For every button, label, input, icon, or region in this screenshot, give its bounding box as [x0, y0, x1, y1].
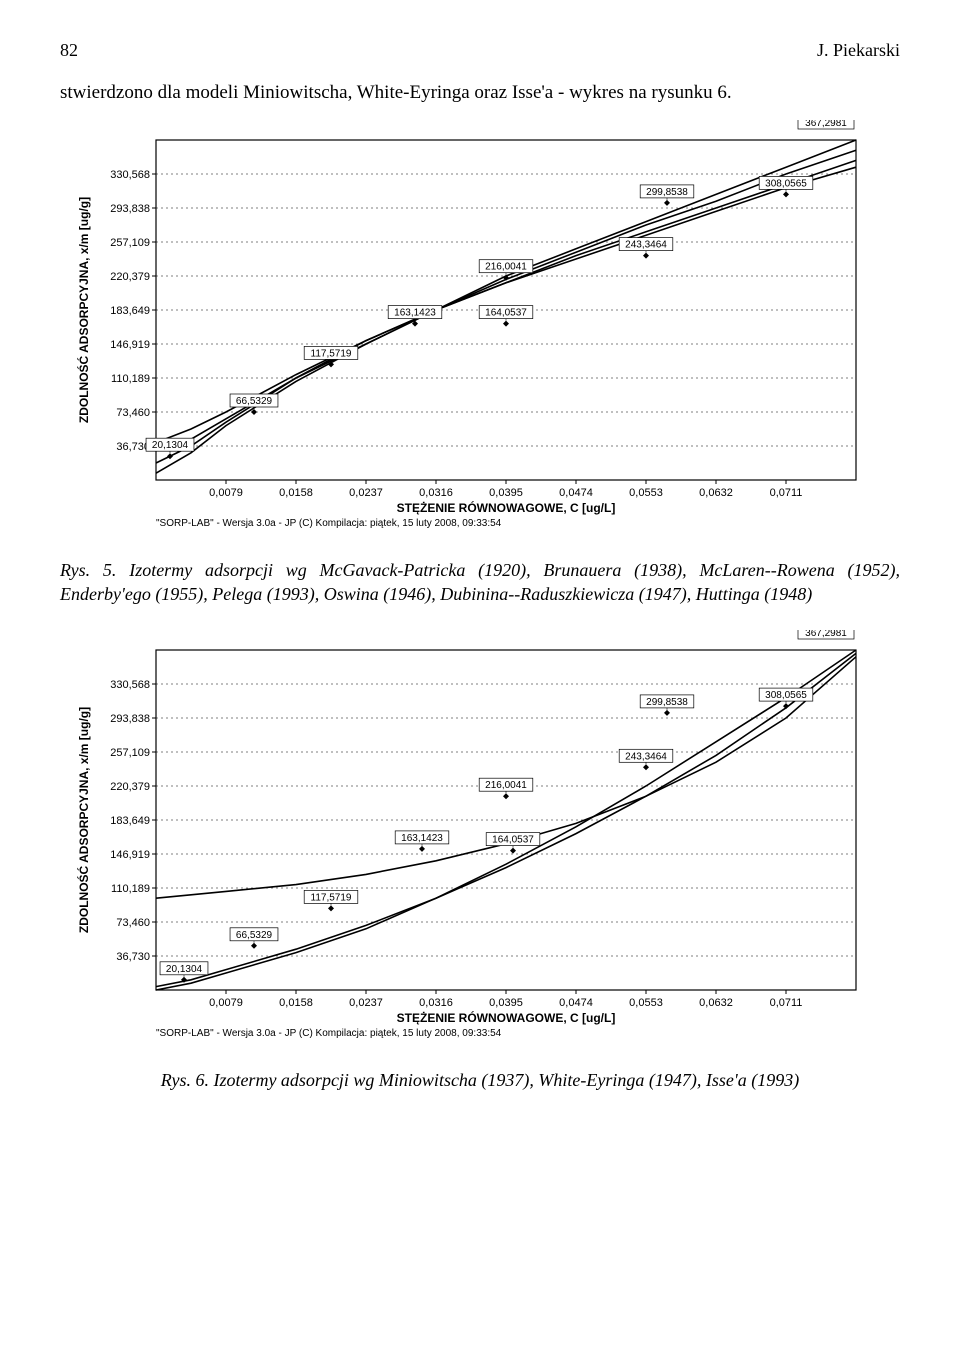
svg-text:293,838: 293,838 [110, 713, 150, 725]
header-row: 82 J. Piekarski [60, 40, 900, 61]
svg-text:73,460: 73,460 [116, 407, 150, 419]
svg-text:0,0395: 0,0395 [489, 997, 523, 1009]
svg-text:117,5719: 117,5719 [311, 348, 352, 359]
svg-text:110,189: 110,189 [111, 373, 150, 385]
svg-text:20,1304: 20,1304 [166, 964, 203, 975]
svg-text:STĘŻENIE RÓWNOWAGOWE, C [ug/L]: STĘŻENIE RÓWNOWAGOWE, C [ug/L] [397, 500, 616, 515]
svg-text:257,109: 257,109 [110, 237, 150, 249]
intro-paragraph: stwierdzono dla modeli Miniowitscha, Whi… [60, 80, 900, 106]
running-head: J. Piekarski [817, 40, 900, 61]
svg-text:117,5719: 117,5719 [311, 893, 352, 904]
svg-text:110,189: 110,189 [111, 883, 150, 895]
svg-text:367,2981: 367,2981 [805, 120, 847, 129]
svg-text:0,0474: 0,0474 [559, 997, 593, 1009]
svg-text:0,0316: 0,0316 [419, 487, 453, 499]
page-number: 82 [60, 40, 78, 61]
svg-text:0,0711: 0,0711 [770, 997, 803, 1009]
svg-text:66,5329: 66,5329 [236, 930, 273, 941]
svg-text:299,8538: 299,8538 [646, 697, 688, 708]
svg-text:0,0553: 0,0553 [629, 487, 663, 499]
svg-text:0,0158: 0,0158 [279, 487, 313, 499]
svg-text:66,5329: 66,5329 [236, 396, 273, 407]
svg-text:163,1423: 163,1423 [394, 307, 436, 318]
chart-1-wrap: 36,730 73,460 110,189 146,919 183,649 220,379… [60, 120, 900, 550]
svg-text:164,0537: 164,0537 [492, 835, 534, 846]
svg-text:216,0041: 216,0041 [485, 780, 527, 791]
svg-text:183,649: 183,649 [110, 305, 150, 317]
svg-text:146,919: 146,919 [110, 849, 150, 861]
svg-text:163,1423: 163,1423 [401, 833, 443, 844]
svg-text:36,730: 36,730 [116, 441, 150, 453]
svg-text:183,649: 183,649 [110, 815, 150, 827]
svg-text:0,0316: 0,0316 [419, 997, 453, 1009]
svg-text:216,0041: 216,0041 [485, 261, 527, 272]
svg-text:0,0632: 0,0632 [699, 997, 733, 1009]
svg-text:367,2981: 367,2981 [805, 630, 847, 639]
chart-2: 36,730 73,460 110,189 146,919 183,649 220,379… [70, 630, 890, 1060]
svg-text:0,0632: 0,0632 [699, 487, 733, 499]
svg-text:0,0237: 0,0237 [349, 997, 383, 1009]
svg-text:243,3464: 243,3464 [625, 752, 667, 763]
caption-1: Rys. 5. Izotermy adsorpcji wg McGavack-P… [60, 558, 900, 607]
svg-text:0,0553: 0,0553 [629, 997, 663, 1009]
svg-text:299,8538: 299,8538 [646, 187, 688, 198]
svg-text:73,460: 73,460 [116, 917, 150, 929]
svg-text:243,3464: 243,3464 [625, 239, 667, 250]
svg-text:330,568: 330,568 [110, 169, 150, 181]
svg-text:36,730: 36,730 [116, 951, 150, 963]
chart-2-wrap: 36,730 73,460 110,189 146,919 183,649 220,379… [60, 630, 900, 1060]
svg-text:308,0565: 308,0565 [765, 690, 807, 701]
svg-text:293,838: 293,838 [110, 203, 150, 215]
svg-text:"SORP-LAB" - Wersja 3.0a - JP: "SORP-LAB" - Wersja 3.0a - JP (C) Kompil… [156, 518, 502, 529]
svg-text:ZDOLNOŚĆ ADSORPCYJNA, x/m [ug/: ZDOLNOŚĆ ADSORPCYJNA, x/m [ug/g] [76, 707, 91, 933]
svg-text:257,109: 257,109 [110, 747, 150, 759]
chart-1: 36,730 73,460 110,189 146,919 183,649 220,379… [70, 120, 890, 550]
svg-text:"SORP-LAB" - Wersja 3.0a - JP: "SORP-LAB" - Wersja 3.0a - JP (C) Kompil… [156, 1028, 502, 1039]
svg-text:146,919: 146,919 [110, 339, 150, 351]
svg-text:0,0158: 0,0158 [279, 997, 313, 1009]
svg-text:220,379: 220,379 [110, 781, 150, 793]
page: 82 J. Piekarski stwierdzono dla modeli M… [0, 0, 960, 1157]
svg-text:0,0079: 0,0079 [209, 487, 243, 499]
svg-text:0,0237: 0,0237 [349, 487, 383, 499]
svg-text:164,0537: 164,0537 [485, 307, 527, 318]
svg-text:220,379: 220,379 [110, 271, 150, 283]
svg-text:308,0565: 308,0565 [765, 178, 807, 189]
svg-text:0,0711: 0,0711 [770, 487, 803, 499]
caption-2: Rys. 6. Izotermy adsorpcji wg Miniowitsc… [60, 1068, 900, 1092]
svg-text:20,1304: 20,1304 [152, 440, 189, 451]
svg-text:0,0474: 0,0474 [559, 487, 593, 499]
svg-text:330,568: 330,568 [110, 679, 150, 691]
svg-text:0,0079: 0,0079 [209, 997, 243, 1009]
svg-text:0,0395: 0,0395 [489, 487, 523, 499]
svg-text:STĘŻENIE RÓWNOWAGOWE, C [ug/L]: STĘŻENIE RÓWNOWAGOWE, C [ug/L] [397, 1010, 616, 1025]
svg-text:ZDOLNOŚĆ ADSORPCYJNA, x/m [ug/: ZDOLNOŚĆ ADSORPCYJNA, x/m [ug/g] [76, 197, 91, 423]
